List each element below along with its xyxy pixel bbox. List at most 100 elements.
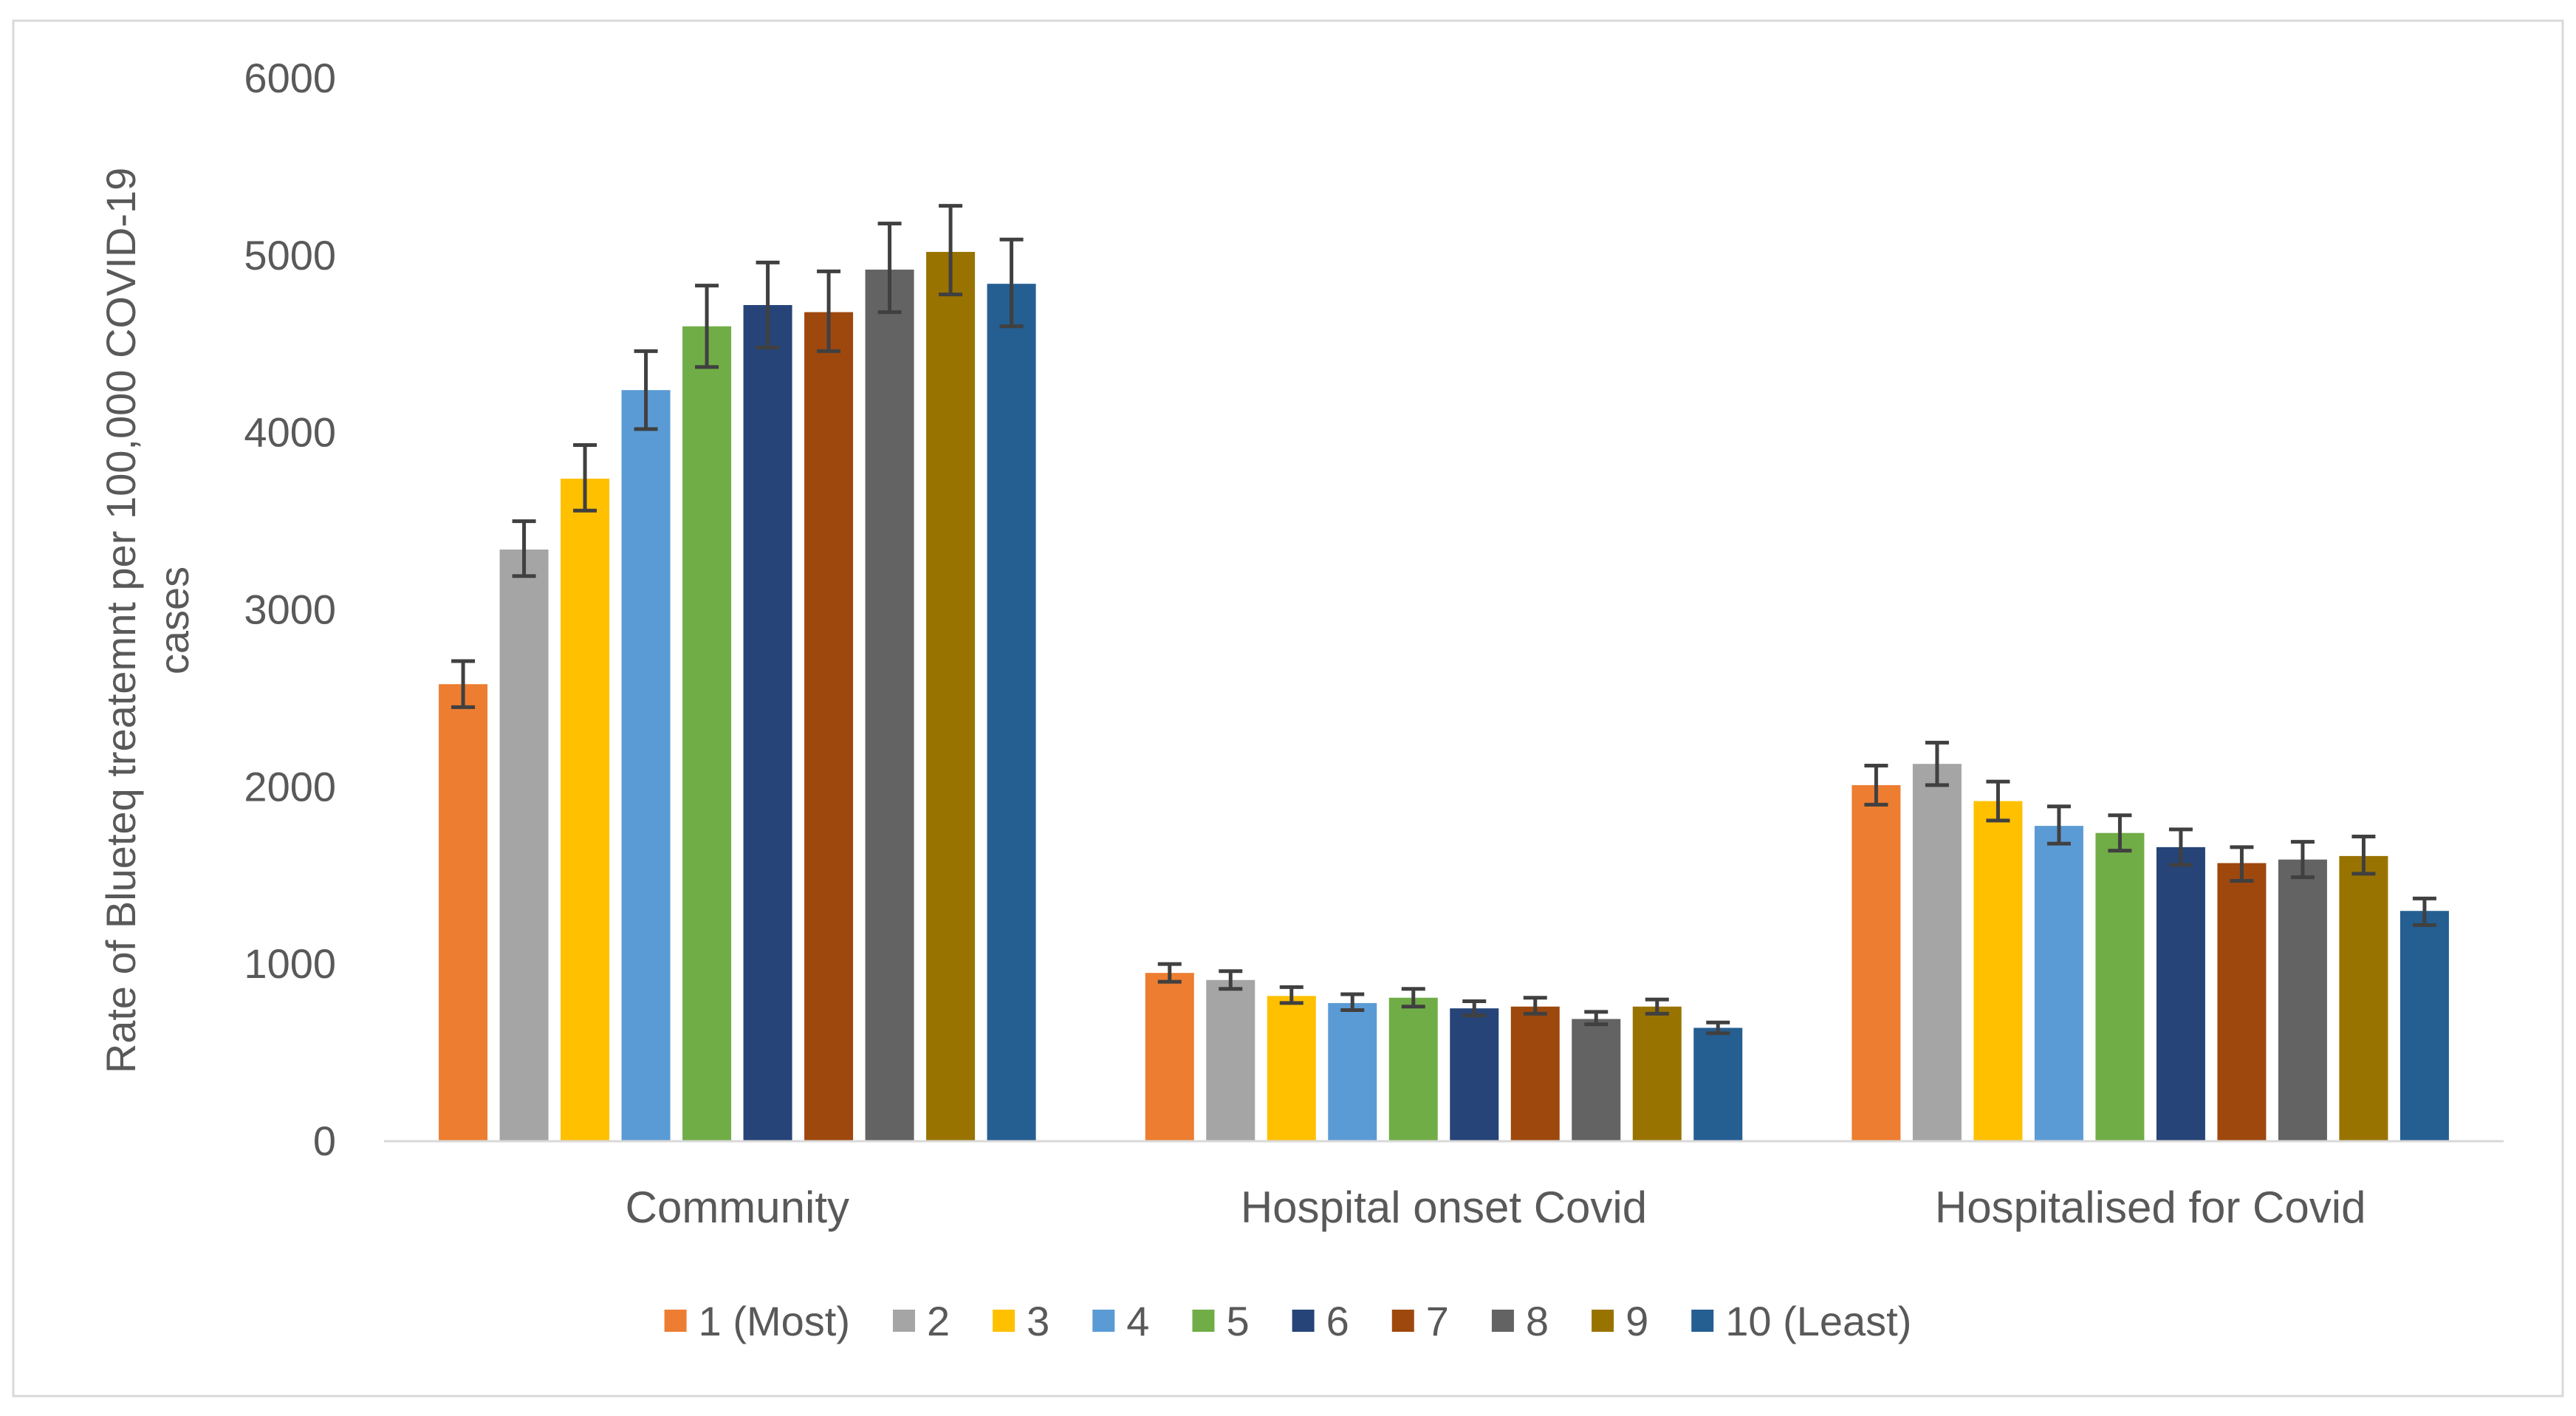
bar xyxy=(1912,764,1962,1141)
y-tick-label: 1000 xyxy=(244,940,336,987)
legend-swatch xyxy=(1092,1310,1115,1332)
error-bar xyxy=(573,442,597,513)
bar xyxy=(1450,1008,1499,1141)
bar xyxy=(1632,1006,1682,1141)
error-bar xyxy=(999,237,1024,329)
error-bar xyxy=(1340,992,1365,1013)
legend-item: 2 xyxy=(892,1298,950,1344)
legend-item: 7 xyxy=(1391,1298,1449,1344)
legend-item: 3 xyxy=(993,1298,1049,1344)
bars-group xyxy=(439,252,2449,1142)
legend-swatch xyxy=(664,1310,687,1332)
bar xyxy=(1388,997,1438,1141)
error-bar xyxy=(2108,813,2132,853)
bar xyxy=(2399,911,2449,1141)
legend-item: 6 xyxy=(1292,1298,1349,1344)
bar xyxy=(1973,801,2023,1141)
legend-item: 10 (Least) xyxy=(1691,1298,1911,1344)
error-bar xyxy=(1401,987,1425,1009)
legend-swatch xyxy=(993,1310,1015,1332)
error-bar xyxy=(1706,1020,1730,1036)
error-bar xyxy=(1279,985,1304,1005)
legend-label: 8 xyxy=(1526,1298,1549,1344)
error-bar xyxy=(2230,845,2254,883)
y-tick-label: 0 xyxy=(313,1118,336,1164)
error-bar xyxy=(634,349,658,431)
error-bar xyxy=(877,222,902,315)
bar xyxy=(499,549,549,1141)
legend-swatch xyxy=(1491,1310,1514,1332)
legend-label: 6 xyxy=(1326,1298,1349,1344)
bar xyxy=(1206,979,1256,1141)
error-bar xyxy=(2168,827,2193,867)
y-axis-title: Rate of Blueteq treatemnt per 100,000 CO… xyxy=(97,168,197,1073)
bar xyxy=(621,390,671,1141)
error-bar xyxy=(2046,804,2071,846)
y-tick-label: 5000 xyxy=(244,232,336,278)
error-bar xyxy=(1864,764,1888,807)
bar xyxy=(2095,832,2145,1141)
legend-swatch xyxy=(1292,1310,1315,1332)
error-bar xyxy=(451,659,476,709)
error-bar xyxy=(1645,997,1669,1016)
error-bar xyxy=(1219,969,1243,991)
legend: 1 (Most) 2 3 4 5 6 7 8 9 10 (Least) xyxy=(664,1298,1911,1344)
legend-item: 5 xyxy=(1192,1298,1250,1344)
category-label: Community xyxy=(626,1183,849,1232)
error-bar xyxy=(695,284,719,369)
legend-swatch xyxy=(1391,1310,1414,1332)
y-tick-label: 4000 xyxy=(244,409,336,456)
bar xyxy=(561,479,610,1141)
legend-item: 4 xyxy=(1092,1298,1149,1344)
error-bar xyxy=(2290,840,2315,880)
legend-label: 3 xyxy=(1027,1298,1049,1344)
legend-label: 4 xyxy=(1126,1298,1149,1344)
bar xyxy=(1145,973,1194,1141)
y-tick-label: 3000 xyxy=(244,586,336,633)
bar xyxy=(1572,1019,1621,1141)
y-tick-label: 2000 xyxy=(244,763,336,810)
bar xyxy=(743,304,792,1141)
legend-label: 5 xyxy=(1226,1298,1249,1344)
y-tick-label: 6000 xyxy=(244,55,336,101)
error-bar xyxy=(756,260,780,350)
legend-label: 9 xyxy=(1626,1298,1648,1344)
legend-swatch xyxy=(1192,1310,1215,1332)
category-label: Hospital onset Covid xyxy=(1241,1183,1647,1232)
bar xyxy=(1328,1002,1377,1141)
error-bar xyxy=(1523,996,1547,1016)
legend-item: 1 (Most) xyxy=(664,1298,850,1344)
chart-border xyxy=(12,19,2564,1398)
bar xyxy=(2217,863,2267,1141)
category-label: Hospitalised for Covid xyxy=(1935,1183,2366,1232)
error-bar xyxy=(939,204,963,297)
bar xyxy=(1267,996,1316,1141)
bar xyxy=(1510,1006,1560,1141)
error-bar xyxy=(2351,834,2376,876)
bar xyxy=(1852,784,1901,1141)
bar xyxy=(682,326,732,1142)
bar xyxy=(2278,859,2327,1141)
bar xyxy=(2156,846,2205,1141)
legend-item: 9 xyxy=(1592,1298,1648,1344)
bar xyxy=(1693,1027,1743,1141)
bar xyxy=(987,284,1036,1141)
error-bar xyxy=(1584,1010,1609,1027)
legend-label: 2 xyxy=(927,1298,950,1344)
error-bars-group xyxy=(451,204,2436,1036)
error-bar xyxy=(1986,779,2010,823)
bar xyxy=(2034,826,2083,1141)
error-bar xyxy=(1157,962,1182,984)
legend-swatch xyxy=(1592,1310,1614,1332)
legend-label: 1 (Most) xyxy=(699,1298,850,1344)
bar xyxy=(439,684,488,1141)
error-bar xyxy=(817,269,841,353)
legend-swatch xyxy=(1691,1310,1714,1332)
legend-item: 8 xyxy=(1491,1298,1549,1344)
error-bar xyxy=(1462,999,1487,1018)
y-axis-title-text: Rate of Blueteq treatemnt per 100,000 CO… xyxy=(97,168,197,1073)
category-labels: Community Hospital onset Covid Hospitalise… xyxy=(626,1183,2366,1232)
y-axis-ticks: 0 1000 2000 3000 4000 5000 6000 xyxy=(244,55,336,1164)
